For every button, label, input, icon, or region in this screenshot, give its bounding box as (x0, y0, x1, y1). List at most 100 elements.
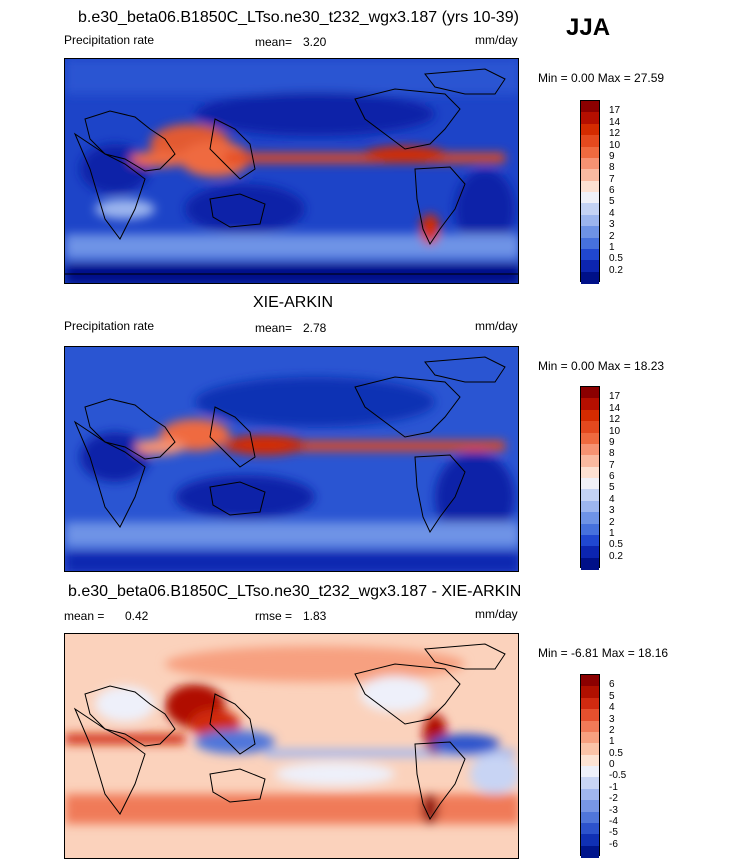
colorbar-tick-label: -6 (609, 838, 618, 850)
colorbar-swatch (581, 675, 599, 687)
colorbar-tick-label: 12 (609, 128, 621, 140)
season-label: JJA (566, 14, 611, 41)
colorbar-swatch (581, 777, 599, 790)
panel2-mean-label: mean= (255, 321, 293, 335)
colorbar-tick-label: 10 (609, 425, 621, 437)
colorbar-swatch (581, 387, 599, 399)
colorbar-swatch (581, 686, 599, 699)
panel3-coastlines (73, 643, 506, 821)
panel1-mean-value: 3.20 (303, 35, 327, 49)
colorbar-tick-label: 7 (609, 173, 615, 185)
colorbar-swatch (581, 271, 599, 284)
colorbar-swatch (581, 226, 599, 238)
panel1-variable-label: Precipitation rate (64, 33, 155, 47)
colorbar-swatch (581, 192, 599, 204)
panel3-units: mm/day (475, 607, 518, 621)
colorbar-swatch (581, 512, 599, 524)
colorbar-tick-label: 5 (609, 690, 615, 702)
colorbar-tick-label: 4 (609, 207, 615, 219)
colorbar-swatch (581, 697, 599, 710)
panel3-minmax: Min = -6.81 Max = 18.16 (538, 646, 669, 660)
colorbar-tick-label: 8 (609, 448, 615, 460)
colorbar-tick-label: 3 (609, 219, 615, 231)
colorbar-tick-label: 2 (609, 516, 615, 528)
colorbar-tick-label: 5 (609, 196, 615, 208)
panel1-units: mm/day (475, 33, 518, 47)
colorbar-swatch (581, 146, 599, 159)
colorbar-tick-label: -2 (609, 793, 618, 805)
colorbar-swatch (581, 720, 599, 733)
colorbar-tick-label: 6 (609, 471, 615, 482)
colorbar-swatch (581, 523, 599, 536)
colorbar-swatch (581, 811, 599, 824)
colorbar-tick-label: 6 (609, 185, 615, 196)
colorbar-swatch (581, 421, 599, 433)
panel1-minmax: Min = 0.00 Max = 27.59 (538, 71, 665, 85)
colorbar-tick-label: 17 (609, 391, 621, 403)
colorbar-swatch (581, 466, 599, 479)
colorbar-swatch (581, 112, 599, 125)
colorbar-tick-label: 12 (609, 414, 621, 426)
colorbar-swatch (581, 135, 599, 147)
colorbar-swatch (581, 743, 599, 756)
colorbar-swatch (581, 101, 599, 113)
colorbar-swatch (581, 845, 599, 858)
colorbar-swatch (581, 455, 599, 468)
colorbar-swatch (581, 557, 599, 570)
colorbar-tick-label: 17 (609, 105, 621, 117)
colorbar-tick-label: 6 (609, 679, 615, 691)
panel3-map (64, 633, 519, 859)
colorbar-swatch (581, 180, 599, 193)
colorbar-swatch (581, 432, 599, 445)
colorbar-tick-label: 8 (609, 162, 615, 174)
colorbar-swatch (581, 709, 599, 721)
colorbar-swatch (581, 834, 599, 847)
panel3-colorbar (580, 674, 600, 858)
colorbar-tick-label: 5 (609, 482, 615, 494)
panel3-mean-label: mean = (64, 609, 105, 623)
colorbar-tick-label: 4 (609, 702, 615, 714)
colorbar-tick-label: 3 (609, 713, 615, 725)
colorbar-swatch (581, 800, 599, 812)
panel1-map (64, 58, 519, 284)
colorbar-tick-label: 14 (609, 402, 621, 414)
colorbar-swatch (581, 788, 599, 801)
colorbar-swatch (581, 169, 599, 182)
colorbar-tick-label: 0 (609, 759, 615, 770)
panel1-mean-label: mean= (255, 35, 293, 49)
colorbar-swatch (581, 822, 599, 835)
colorbar-tick-label: 4 (609, 493, 615, 505)
panel2-minmax: Min = 0.00 Max = 18.23 (538, 359, 665, 373)
panel2-map (64, 346, 519, 572)
colorbar-swatch (581, 157, 599, 170)
colorbar-tick-label: 10 (609, 139, 621, 151)
colorbar-swatch (581, 731, 599, 744)
colorbar-tick-label: 3 (609, 505, 615, 517)
colorbar-tick-label: 9 (609, 150, 615, 162)
colorbar-swatch (581, 489, 599, 502)
panel2-coastlines (73, 356, 506, 534)
panel2-colorbar (580, 386, 600, 570)
colorbar-swatch (581, 248, 599, 261)
panel3-rmse-label: rmse = (255, 609, 293, 623)
colorbar-tick-label: 0.5 (609, 747, 623, 759)
colorbar-swatch (581, 754, 599, 767)
colorbar-tick-label: 0.5 (609, 539, 623, 551)
colorbar-tick-label: -4 (609, 815, 618, 827)
colorbar-swatch (581, 260, 599, 273)
panel1-coastlines (65, 68, 518, 275)
colorbar-swatch (581, 443, 599, 456)
colorbar-tick-label: -0.5 (609, 770, 627, 782)
panel1-colorbar (580, 100, 600, 284)
colorbar-tick-label: 2 (609, 230, 615, 242)
colorbar-tick-label: 14 (609, 116, 621, 128)
colorbar-tick-label: 1 (609, 736, 615, 748)
colorbar-swatch (581, 766, 599, 778)
colorbar-swatch (581, 203, 599, 216)
panel2-units: mm/day (475, 319, 518, 333)
colorbar-tick-label: -3 (609, 804, 618, 816)
panel2-mean-value: 2.78 (303, 321, 327, 335)
colorbar-swatch (581, 478, 599, 490)
panel2-variable-label: Precipitation rate (64, 319, 155, 333)
colorbar-swatch (581, 500, 599, 513)
